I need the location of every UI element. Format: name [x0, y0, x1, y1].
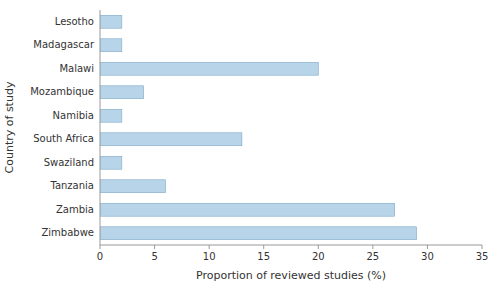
bar: [100, 109, 122, 122]
y-tick-label: Tanzania: [49, 180, 94, 191]
y-tick-label: Zimbabwe: [41, 227, 94, 238]
x-tick-label: 10: [203, 251, 216, 262]
chart-container: 0 5 10 15 20 25 30 35 Lesotho Madagascar Malawi Moz…: [0, 0, 500, 287]
x-tick: [318, 245, 319, 249]
y-tick-label: Lesotho: [55, 16, 94, 27]
bar: [100, 86, 144, 99]
y-tick-label: Zambia: [56, 204, 94, 215]
x-tick-label: 15: [257, 251, 270, 262]
bar: [100, 133, 242, 146]
x-tick-label: 0: [97, 251, 103, 262]
x-tick: [209, 245, 210, 249]
x-tick-label: 35: [476, 251, 489, 262]
y-tick-label: Namibia: [53, 110, 94, 121]
y-tick-label: Madagascar: [33, 39, 95, 50]
bar: [100, 39, 122, 52]
bar: [100, 180, 165, 193]
chart: 0 5 10 15 20 25 30 35 Lesotho Madagascar Malawi Moz…: [0, 0, 500, 287]
x-axis-title: Proportion of reviewed studies (%): [196, 269, 386, 282]
y-tick-label: Mozambique: [30, 86, 94, 97]
bar: [100, 62, 318, 75]
x-tick: [482, 245, 483, 249]
x-axis-line: [100, 245, 482, 246]
y-tick-label: South Africa: [33, 133, 94, 144]
x-tick: [427, 245, 428, 249]
bar: [100, 203, 395, 216]
y-tick-label: Malawi: [59, 63, 94, 74]
x-tick-label: 30: [421, 251, 434, 262]
y-axis-line: [100, 10, 101, 245]
x-tick: [154, 245, 155, 249]
bar: [100, 15, 122, 28]
x-tick-label: 20: [312, 251, 325, 262]
x-tick: [372, 245, 373, 249]
y-axis-title: Country of study: [3, 81, 16, 173]
y-tick-label: Swaziland: [44, 157, 94, 168]
bars: [100, 15, 417, 239]
bar: [100, 227, 417, 240]
x-tick-label: 5: [151, 251, 157, 262]
bar: [100, 156, 122, 169]
x-tick: [100, 245, 101, 249]
x-tick-label: 25: [366, 251, 379, 262]
x-tick: [263, 245, 264, 249]
